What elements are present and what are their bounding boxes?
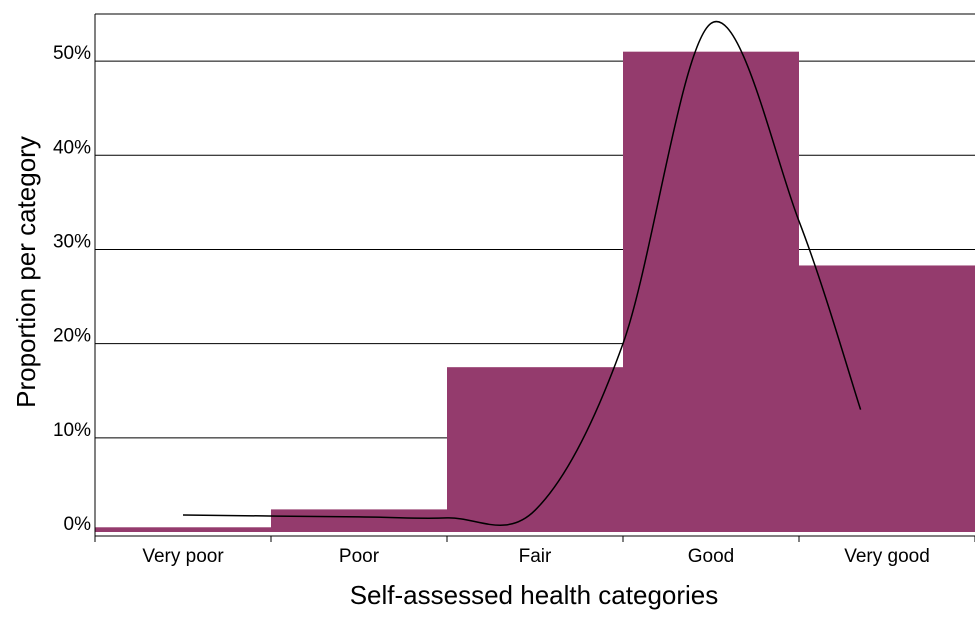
bar-poor	[271, 509, 447, 532]
y-tick-label: 10%	[53, 420, 91, 441]
y-tick-label: 0%	[64, 514, 92, 535]
bar-fair	[447, 367, 623, 532]
y-tick-label: 20%	[53, 326, 91, 347]
x-tick-label: Very good	[844, 546, 930, 567]
x-tick-label: Very poor	[142, 546, 224, 567]
bar-good	[623, 51, 799, 532]
x-tick-label: Fair	[519, 546, 552, 567]
overlay-curve	[182, 20, 862, 526]
x-tick-labels: Very poor Poor Fair Good Very good	[142, 546, 929, 567]
axes	[94, 13, 975, 542]
x-tick-label: Good	[688, 546, 734, 567]
x-axis-title: Self-assessed health categories	[350, 580, 719, 610]
density-curve	[182, 20, 862, 526]
bar-very-poor	[95, 527, 271, 532]
y-tick-labels: 0% 10% 20% 30% 40% 50%	[53, 43, 91, 535]
y-tick-label: 50%	[53, 43, 91, 64]
bars	[95, 51, 975, 532]
y-axis-title: Proportion per category	[11, 136, 41, 408]
y-tick-label: 30%	[53, 231, 91, 252]
x-tick-label: Poor	[339, 546, 380, 567]
bar-very-good	[799, 265, 975, 532]
y-tick-label: 40%	[53, 137, 91, 158]
